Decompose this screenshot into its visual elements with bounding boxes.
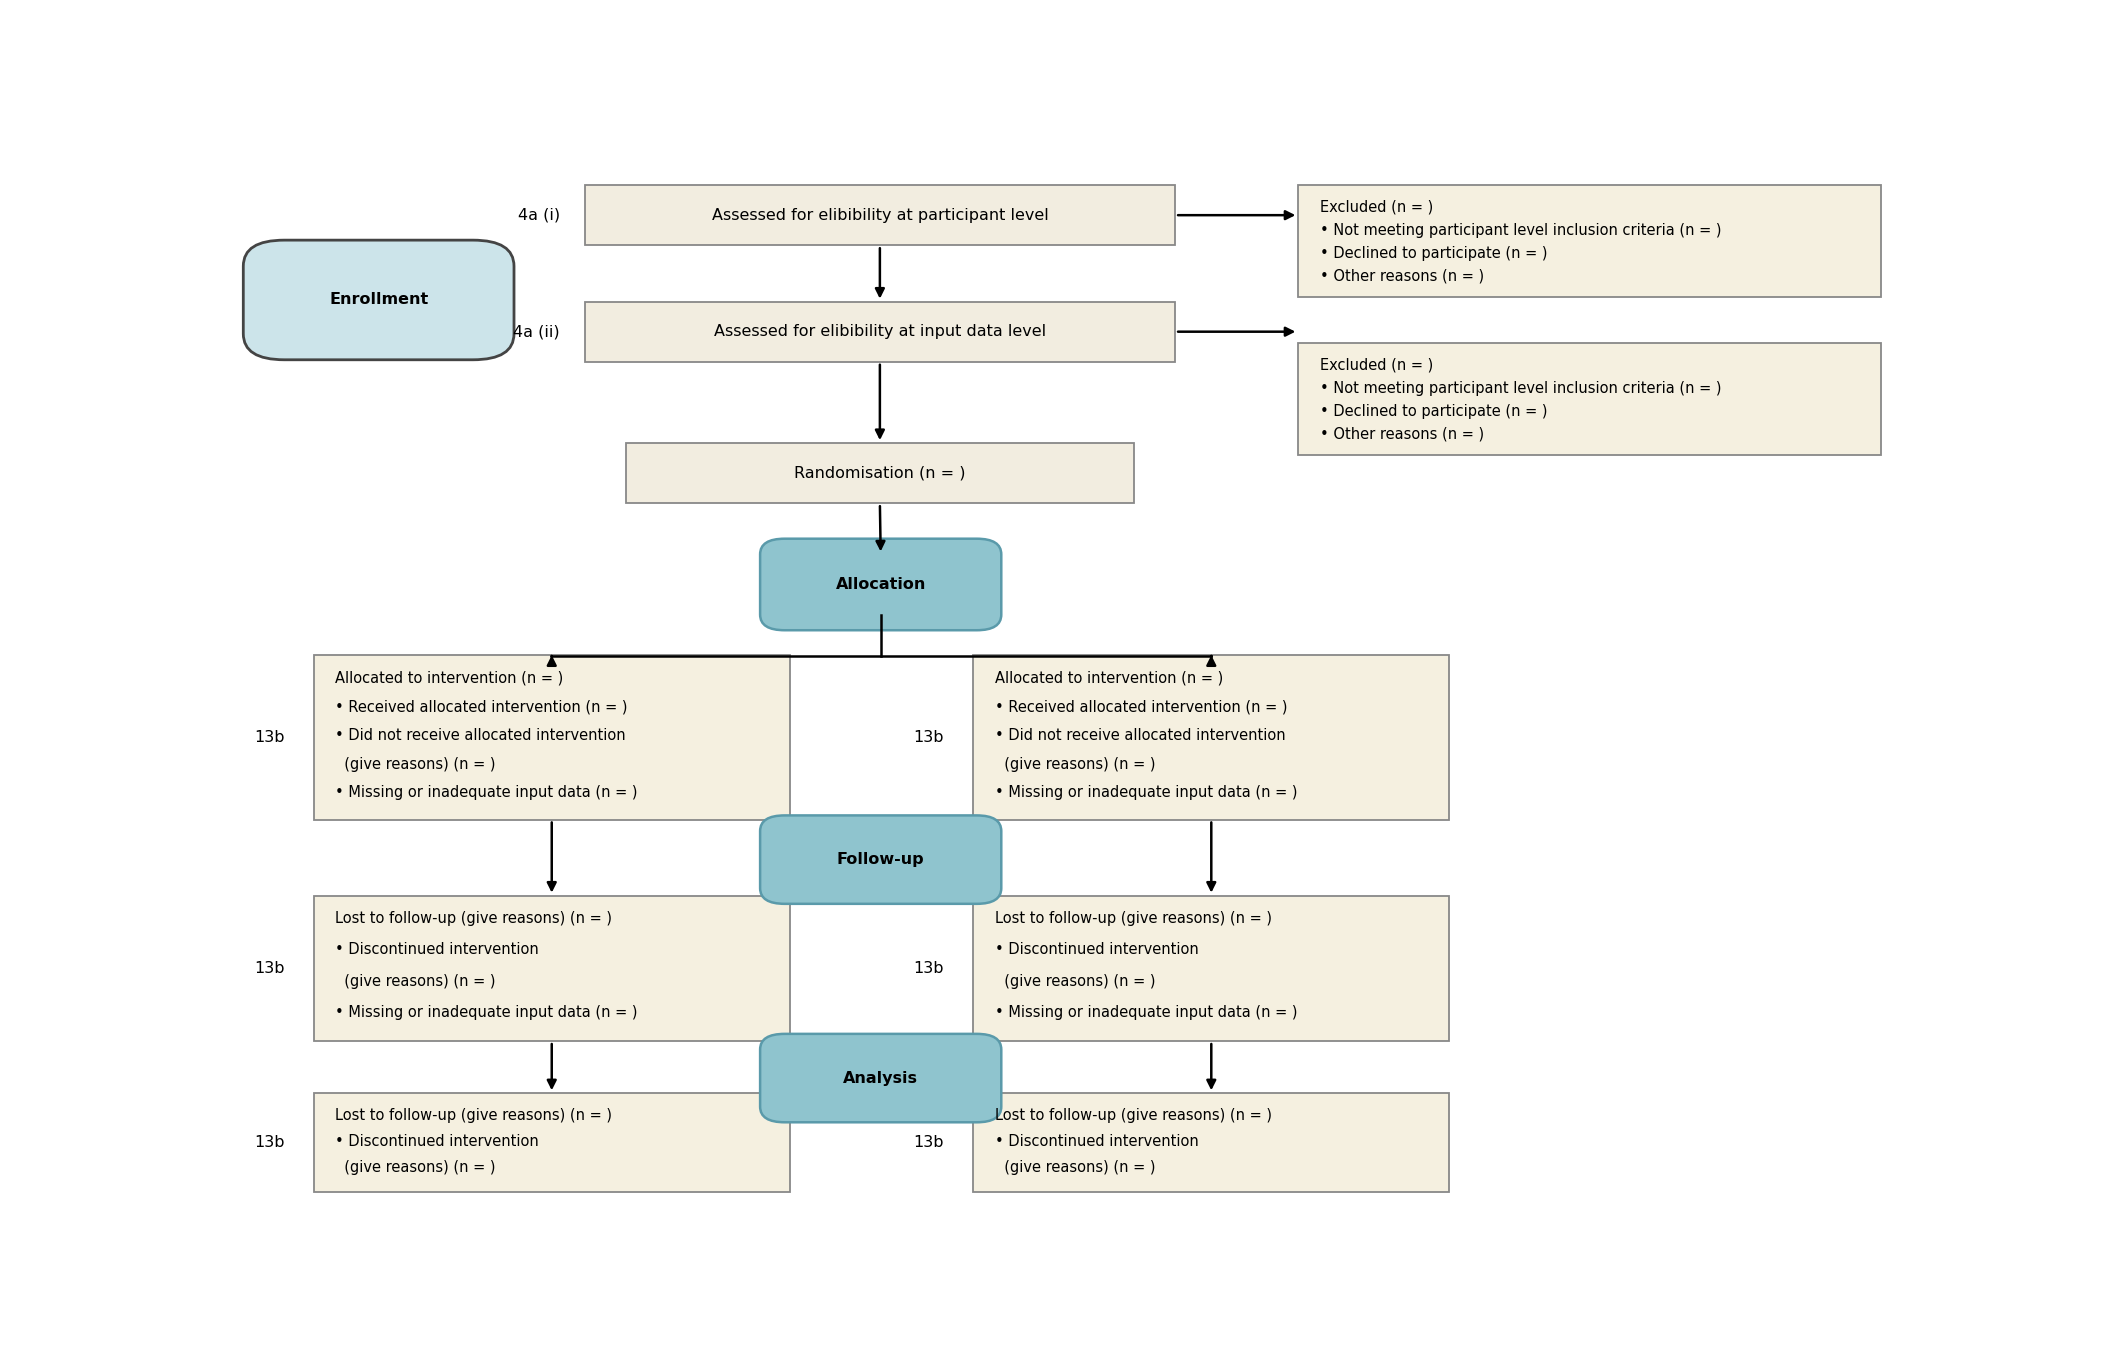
Text: Follow-up: Follow-up — [836, 852, 925, 867]
Text: Assessed for elibibility at input data level: Assessed for elibibility at input data l… — [713, 324, 1046, 339]
Text: • Not meeting participant level inclusion criteria (n = ): • Not meeting participant level inclusio… — [1319, 223, 1721, 238]
Text: • Received allocated intervention (n = ): • Received allocated intervention (n = ) — [995, 700, 1287, 715]
Text: • Did not receive allocated intervention: • Did not receive allocated intervention — [334, 728, 627, 743]
Text: • Did not receive allocated intervention: • Did not receive allocated intervention — [995, 728, 1285, 743]
FancyBboxPatch shape — [584, 301, 1175, 362]
Text: Lost to follow-up (give reasons) (n = ): Lost to follow-up (give reasons) (n = ) — [334, 1108, 612, 1123]
Text: • Other reasons (n = ): • Other reasons (n = ) — [1319, 427, 1484, 442]
Text: 13b: 13b — [254, 961, 284, 975]
FancyBboxPatch shape — [760, 1034, 1001, 1123]
Text: (give reasons) (n = ): (give reasons) (n = ) — [995, 757, 1156, 771]
Text: • Discontinued intervention: • Discontinued intervention — [334, 943, 540, 958]
FancyBboxPatch shape — [313, 655, 790, 820]
Text: 4a (ii): 4a (ii) — [512, 324, 559, 339]
Text: 13b: 13b — [912, 1135, 944, 1150]
FancyBboxPatch shape — [313, 1093, 790, 1192]
FancyBboxPatch shape — [584, 185, 1175, 246]
Text: Excluded (n = ): Excluded (n = ) — [1319, 200, 1433, 215]
Text: Allocation: Allocation — [836, 577, 925, 592]
Text: Enrollment: Enrollment — [328, 292, 428, 308]
Text: Randomisation (n = ): Randomisation (n = ) — [794, 466, 965, 481]
Text: 13b: 13b — [912, 730, 944, 744]
Text: • Discontinued intervention: • Discontinued intervention — [334, 1135, 540, 1150]
Text: Excluded (n = ): Excluded (n = ) — [1319, 358, 1433, 373]
Text: • Missing or inadequate input data (n = ): • Missing or inadequate input data (n = … — [334, 1005, 637, 1020]
Text: 4a (i): 4a (i) — [519, 208, 559, 223]
Text: (give reasons) (n = ): (give reasons) (n = ) — [334, 1161, 495, 1175]
FancyBboxPatch shape — [760, 539, 1001, 630]
Text: (give reasons) (n = ): (give reasons) (n = ) — [995, 1161, 1156, 1175]
Text: • Declined to participate (n = ): • Declined to participate (n = ) — [1319, 246, 1548, 261]
FancyBboxPatch shape — [1298, 343, 1880, 455]
Text: Assessed for elibibility at participant level: Assessed for elibibility at participant … — [711, 208, 1048, 223]
Text: 13b: 13b — [912, 961, 944, 975]
Text: • Not meeting participant level inclusion criteria (n = ): • Not meeting participant level inclusio… — [1319, 381, 1721, 396]
FancyBboxPatch shape — [760, 816, 1001, 904]
Text: • Discontinued intervention: • Discontinued intervention — [995, 943, 1198, 958]
Text: Lost to follow-up (give reasons) (n = ): Lost to follow-up (give reasons) (n = ) — [995, 1108, 1272, 1123]
FancyBboxPatch shape — [974, 1093, 1450, 1192]
FancyBboxPatch shape — [1298, 185, 1880, 297]
FancyBboxPatch shape — [974, 655, 1450, 820]
Text: • Missing or inadequate input data (n = ): • Missing or inadequate input data (n = … — [995, 785, 1298, 800]
FancyBboxPatch shape — [313, 896, 790, 1042]
Text: (give reasons) (n = ): (give reasons) (n = ) — [995, 974, 1156, 989]
Text: • Discontinued intervention: • Discontinued intervention — [995, 1135, 1198, 1150]
Text: • Other reasons (n = ): • Other reasons (n = ) — [1319, 269, 1484, 284]
Text: Allocated to intervention (n = ): Allocated to intervention (n = ) — [334, 670, 563, 685]
Text: Lost to follow-up (give reasons) (n = ): Lost to follow-up (give reasons) (n = ) — [334, 911, 612, 927]
Text: (give reasons) (n = ): (give reasons) (n = ) — [334, 974, 495, 989]
FancyBboxPatch shape — [627, 443, 1135, 504]
Text: Analysis: Analysis — [843, 1070, 919, 1086]
FancyBboxPatch shape — [974, 896, 1450, 1042]
Text: Allocated to intervention (n = ): Allocated to intervention (n = ) — [995, 670, 1224, 685]
Text: • Missing or inadequate input data (n = ): • Missing or inadequate input data (n = … — [334, 785, 637, 800]
FancyBboxPatch shape — [243, 240, 514, 359]
Text: • Received allocated intervention (n = ): • Received allocated intervention (n = ) — [334, 700, 627, 715]
Text: • Declined to participate (n = ): • Declined to participate (n = ) — [1319, 404, 1548, 419]
Text: 13b: 13b — [254, 1135, 284, 1150]
Text: • Missing or inadequate input data (n = ): • Missing or inadequate input data (n = … — [995, 1005, 1298, 1020]
Text: Lost to follow-up (give reasons) (n = ): Lost to follow-up (give reasons) (n = ) — [995, 911, 1272, 927]
Text: 13b: 13b — [254, 730, 284, 744]
Text: (give reasons) (n = ): (give reasons) (n = ) — [334, 757, 495, 771]
